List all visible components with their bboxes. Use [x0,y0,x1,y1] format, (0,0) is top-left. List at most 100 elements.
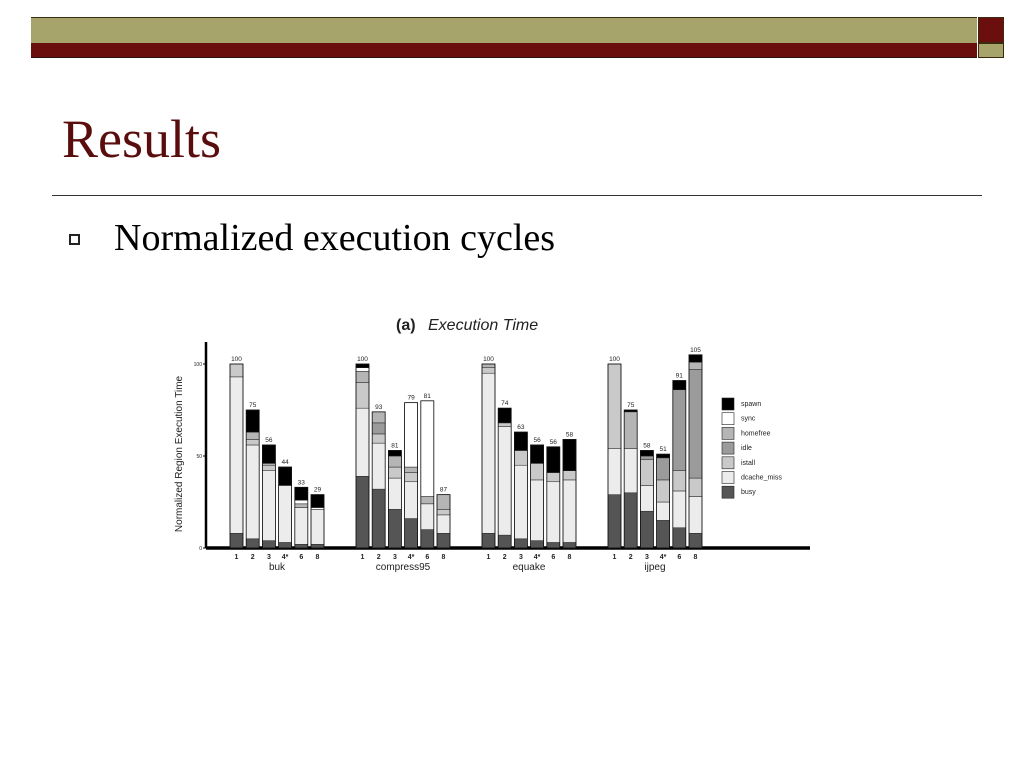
bar-outline [672,380,687,549]
bar-outline [639,450,654,549]
bar-value-label: 100 [357,356,368,363]
legend-label-dcache_miss: dcache_miss [741,475,782,482]
bar-outline [387,450,402,549]
bar-segment-dcache_miss [514,464,528,540]
execution-time-chart: (a) Execution Time Normalized Region Exe… [174,317,810,572]
legend-label-busy: busy [741,489,756,496]
bar-segment-dcache_miss [355,407,370,477]
bar-outline [688,354,703,549]
bar-value-label: 100 [609,356,620,363]
bar-segment-busy [607,494,622,549]
bar-value-label: 56 [533,437,541,444]
bar-outline [497,407,512,549]
bar-outline [355,363,370,549]
bar-segment-istall [546,472,561,483]
bar-segment-busy [278,542,292,549]
bar-value-label: 29 [314,487,322,494]
bar-segment-dcache_miss [310,509,325,545]
bar-segment-homefree [294,503,309,508]
bar-outline [404,402,419,549]
bar-segment-spawn [245,409,260,433]
bar-outline [436,494,451,549]
legend-label-idle: idle [741,445,752,452]
x-tick-label: 1 [361,554,365,561]
bar-segment-homefree [388,455,402,468]
bar-segment-spawn [514,431,528,451]
bar-value-label: 93 [375,404,383,411]
bar-segment-busy [481,533,496,549]
bar-segment-homefree [420,496,435,505]
x-tick-label: 4* [534,554,541,561]
legend-swatch-busy [721,485,735,499]
plot-area: 0501001001752563444*336298buk10019328137… [194,342,810,572]
bar-segment-homefree [688,361,703,370]
bar-segment-spawn [388,450,402,457]
bar-segment-busy [546,542,561,549]
bar-segment-dcache_miss [245,444,260,540]
bar-segment-homefree [481,363,496,368]
bar-segment-spawn [310,494,325,508]
bar-segment-busy [229,533,244,549]
bar-segment-dcache_miss [497,426,512,536]
bar-segment-busy [656,520,670,549]
x-tick-label: 8 [568,554,572,561]
bar-segment-homefree [262,463,276,466]
bar-outline [294,486,309,549]
bar-segment-dcache_miss [229,376,244,534]
bar-segment-istall [672,470,687,492]
group-label: ijpeg [644,562,665,572]
bar-value-label: 56 [265,437,273,444]
x-tick-label: 1 [613,554,617,561]
bar-segment-busy [420,529,435,549]
bar-segment-sync [355,367,370,372]
bar-segment-istall [388,466,402,479]
bar-outline [623,409,638,549]
x-tick-label: 6 [425,554,429,561]
x-tick-label: 3 [519,554,523,561]
bar-segment-istall [481,367,496,374]
bar-segment-spawn [530,444,544,464]
bar-segment-busy [262,540,276,549]
bar-segment-spawn [355,363,370,368]
bar-segment-dcache_miss [562,479,577,543]
bar-segment-istall [562,470,577,481]
bar-value-label: 74 [501,400,509,407]
legend-label-homefree: homefree [741,430,771,437]
bar-segment-homefree [404,466,418,473]
legend-label-istall: istall [741,460,755,467]
bar-segment-dcache_miss [404,481,418,519]
bar-segment-spawn [294,487,309,501]
bar-value-label: 63 [517,424,525,431]
bar-segment-idle [688,369,703,479]
bar-outline [530,444,545,549]
bar-value-label: 87 [440,487,448,494]
bar-segment-istall [355,382,370,409]
header-bar-maroon [31,43,977,58]
x-tick-label: 2 [629,554,633,561]
bar-value-label: 81 [424,393,432,400]
bar-segment-istall [229,363,244,378]
bar-outline [607,363,622,549]
bar-value-label: 75 [627,402,635,409]
bar-segment-busy [623,492,638,549]
bar-outline [546,446,561,549]
bar-segment-dcache_miss [640,485,654,512]
bar-segment-dcache_miss [530,479,544,541]
x-tick-label: 6 [299,554,303,561]
bar-segment-istall [607,363,622,449]
bar-segment-dcache_miss [278,485,292,543]
bar-outline [371,411,386,549]
bar-value-label: 56 [550,439,558,446]
bar-segment-busy [514,538,528,549]
bar-segment-istall [688,477,703,497]
bar-segment-sync [310,507,325,510]
bar-segment-idle [656,457,670,481]
bar-value-label: 33 [298,479,306,486]
bar-segment-istall [514,450,528,466]
bar-segment-istall [656,479,670,503]
x-tick-label: 3 [267,554,271,561]
title-divider [52,195,982,196]
bullet-text: Normalized execution cycles [114,217,556,259]
bar-segment-homefree [371,411,386,424]
bar-segment-sync [294,499,309,505]
